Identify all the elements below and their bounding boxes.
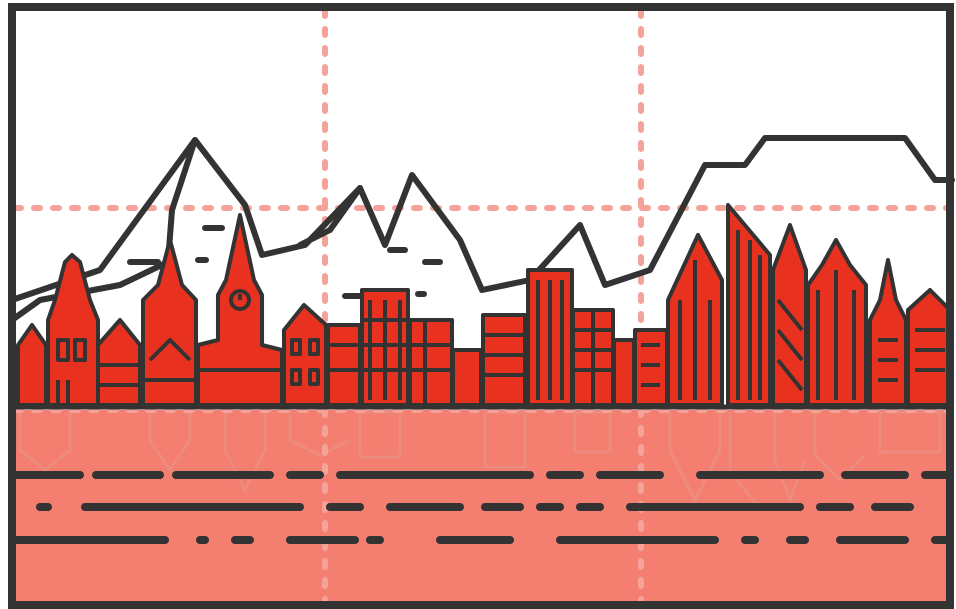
mountain-range-icon <box>9 135 955 323</box>
old-town-buildings-icon <box>16 213 362 407</box>
water-waves-icon <box>10 471 954 544</box>
modern-skyscraper-icon <box>666 203 952 407</box>
frame-border <box>8 3 954 609</box>
apartment-block-icon <box>360 268 669 407</box>
